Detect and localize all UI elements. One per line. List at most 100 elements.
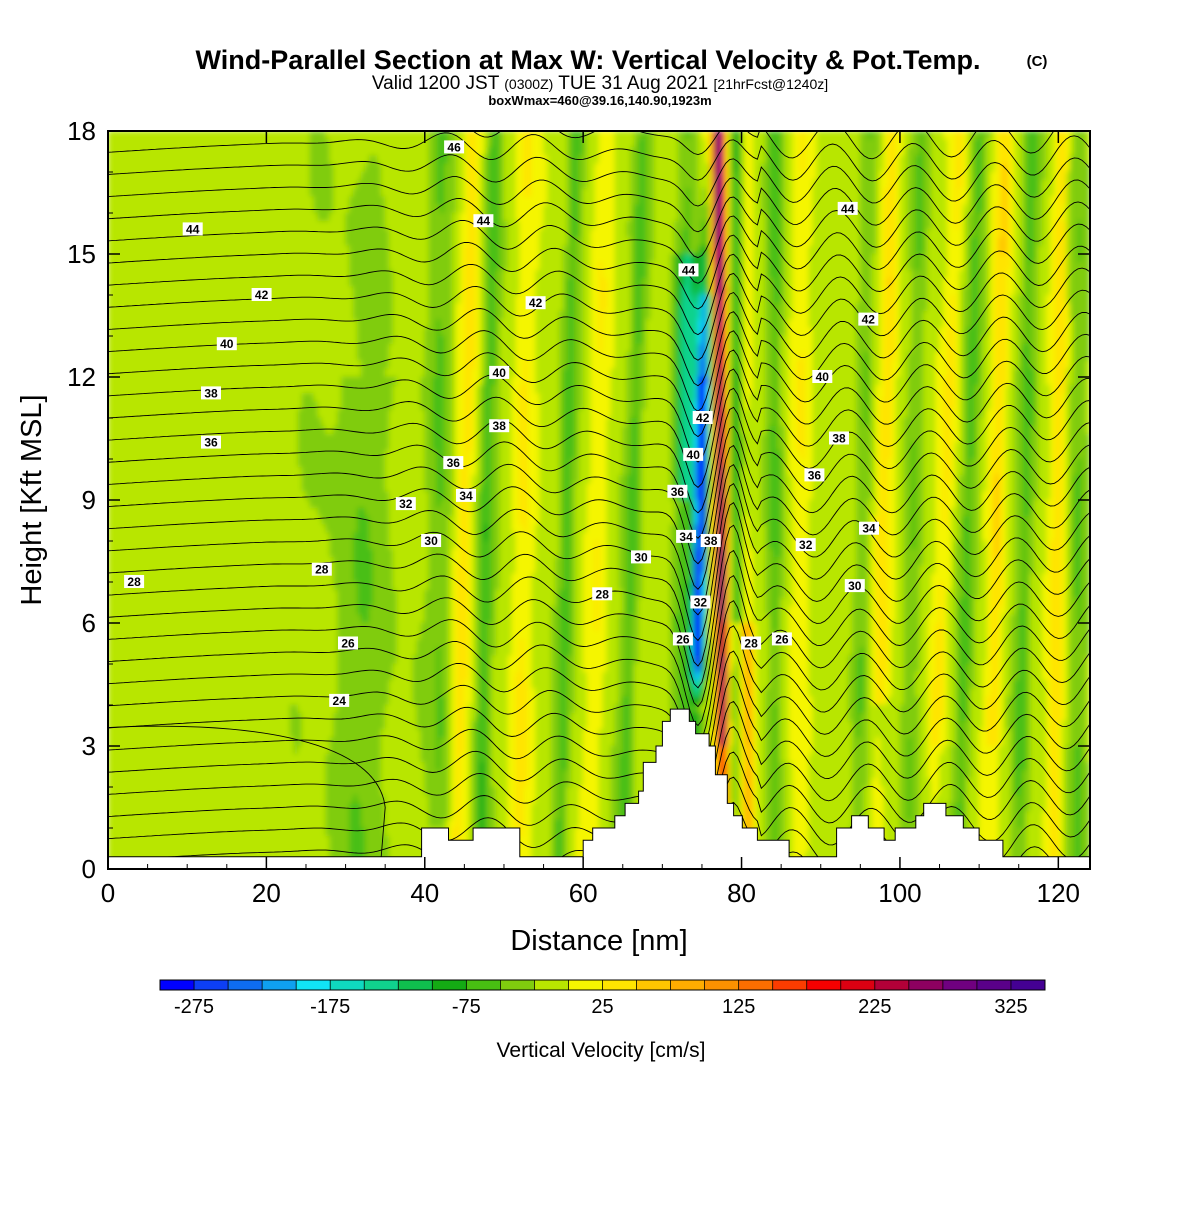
heat-cell bbox=[159, 172, 164, 181]
heat-cell bbox=[959, 229, 964, 238]
heat-cell bbox=[983, 270, 988, 279]
heat-cell bbox=[456, 221, 461, 230]
heat-cell bbox=[329, 172, 334, 181]
heat-cell bbox=[226, 131, 231, 140]
heat-cell bbox=[183, 139, 188, 148]
heat-cell bbox=[500, 172, 505, 181]
heat-cell bbox=[428, 147, 433, 156]
heat-cell bbox=[226, 278, 231, 287]
heat-cell bbox=[860, 287, 865, 296]
heat-cell bbox=[318, 270, 323, 279]
heat-cell bbox=[1011, 262, 1016, 271]
heat-cell bbox=[306, 172, 311, 181]
heat-cell bbox=[801, 139, 806, 148]
heat-cell bbox=[563, 237, 568, 246]
heat-cell bbox=[1014, 131, 1019, 140]
heat-cell bbox=[995, 246, 1000, 255]
heat-cell bbox=[147, 270, 152, 279]
heat-cell bbox=[448, 213, 453, 222]
heat-cell bbox=[860, 139, 865, 148]
heat-cell bbox=[191, 164, 196, 173]
heat-cell bbox=[421, 147, 426, 156]
heat-cell bbox=[377, 278, 382, 287]
heat-cell bbox=[1070, 205, 1075, 214]
heat-cell bbox=[270, 147, 275, 156]
heat-cell bbox=[405, 262, 410, 271]
heat-cell bbox=[294, 237, 299, 246]
heat-cell bbox=[951, 131, 956, 140]
heat-cell bbox=[353, 196, 358, 205]
heat-cell bbox=[789, 188, 794, 197]
heat-cell bbox=[175, 262, 180, 271]
heat-cell bbox=[282, 196, 287, 205]
heat-cell bbox=[329, 237, 334, 246]
heat-cell bbox=[963, 205, 968, 214]
heat-cell bbox=[242, 180, 247, 189]
heat-cell bbox=[979, 270, 984, 279]
heat-cell bbox=[828, 246, 833, 255]
heat-cell bbox=[219, 196, 224, 205]
heat-cell bbox=[527, 246, 532, 255]
heat-cell bbox=[187, 188, 192, 197]
heat-cell bbox=[832, 196, 837, 205]
heat-cell bbox=[805, 155, 810, 164]
heat-cell bbox=[223, 139, 228, 148]
heat-cell bbox=[1030, 164, 1035, 173]
heat-cell bbox=[694, 196, 699, 205]
heat-cell bbox=[943, 155, 948, 164]
heat-cell bbox=[341, 254, 346, 263]
heat-cell bbox=[559, 155, 564, 164]
heat-cell bbox=[658, 188, 663, 197]
heat-cell bbox=[622, 237, 627, 246]
heat-cell bbox=[539, 131, 544, 140]
heat-cell bbox=[1078, 237, 1083, 246]
heat-cell bbox=[353, 262, 358, 271]
heat-cell bbox=[1078, 213, 1083, 222]
heat-cell bbox=[638, 270, 643, 279]
heat-cell bbox=[619, 246, 624, 255]
heat-cell bbox=[151, 155, 156, 164]
heat-cell bbox=[622, 221, 627, 230]
heat-cell bbox=[250, 164, 255, 173]
heat-cell bbox=[500, 270, 505, 279]
heat-cell bbox=[872, 139, 877, 148]
heat-cell bbox=[464, 131, 469, 140]
heat-cell bbox=[793, 213, 798, 222]
heat-cell bbox=[377, 131, 382, 140]
heat-cell bbox=[234, 147, 239, 156]
heat-cell bbox=[781, 139, 786, 148]
heat-cell bbox=[215, 254, 220, 263]
heat-cell bbox=[480, 164, 485, 173]
heat-cell bbox=[1078, 254, 1083, 263]
heat-cell bbox=[361, 246, 366, 255]
heat-cell bbox=[163, 262, 168, 271]
heat-cell bbox=[1066, 254, 1071, 263]
heat-cell bbox=[923, 221, 928, 230]
heat-cell bbox=[143, 188, 148, 197]
heat-cell bbox=[931, 188, 936, 197]
heat-cell bbox=[583, 188, 588, 197]
heat-cell bbox=[357, 172, 362, 181]
heat-cell bbox=[262, 213, 267, 222]
heat-cell bbox=[706, 254, 711, 263]
heat-cell bbox=[179, 270, 184, 279]
heat-cell bbox=[611, 164, 616, 173]
heat-cell bbox=[1058, 229, 1063, 238]
heat-cell bbox=[801, 229, 806, 238]
heat-cell bbox=[615, 155, 620, 164]
heat-cell bbox=[638, 254, 643, 263]
heat-cell bbox=[844, 270, 849, 279]
heat-cell bbox=[654, 237, 659, 246]
heat-cell bbox=[500, 221, 505, 230]
heat-cell bbox=[476, 196, 481, 205]
heat-cell bbox=[1042, 246, 1047, 255]
heat-cell bbox=[741, 180, 746, 189]
heat-cell bbox=[836, 278, 841, 287]
heat-cell bbox=[310, 196, 315, 205]
heat-cell bbox=[234, 213, 239, 222]
heat-cell bbox=[520, 246, 525, 255]
heat-cell bbox=[1058, 205, 1063, 214]
heat-cell bbox=[607, 164, 612, 173]
heat-cell bbox=[393, 205, 398, 214]
heat-cell bbox=[131, 229, 136, 238]
